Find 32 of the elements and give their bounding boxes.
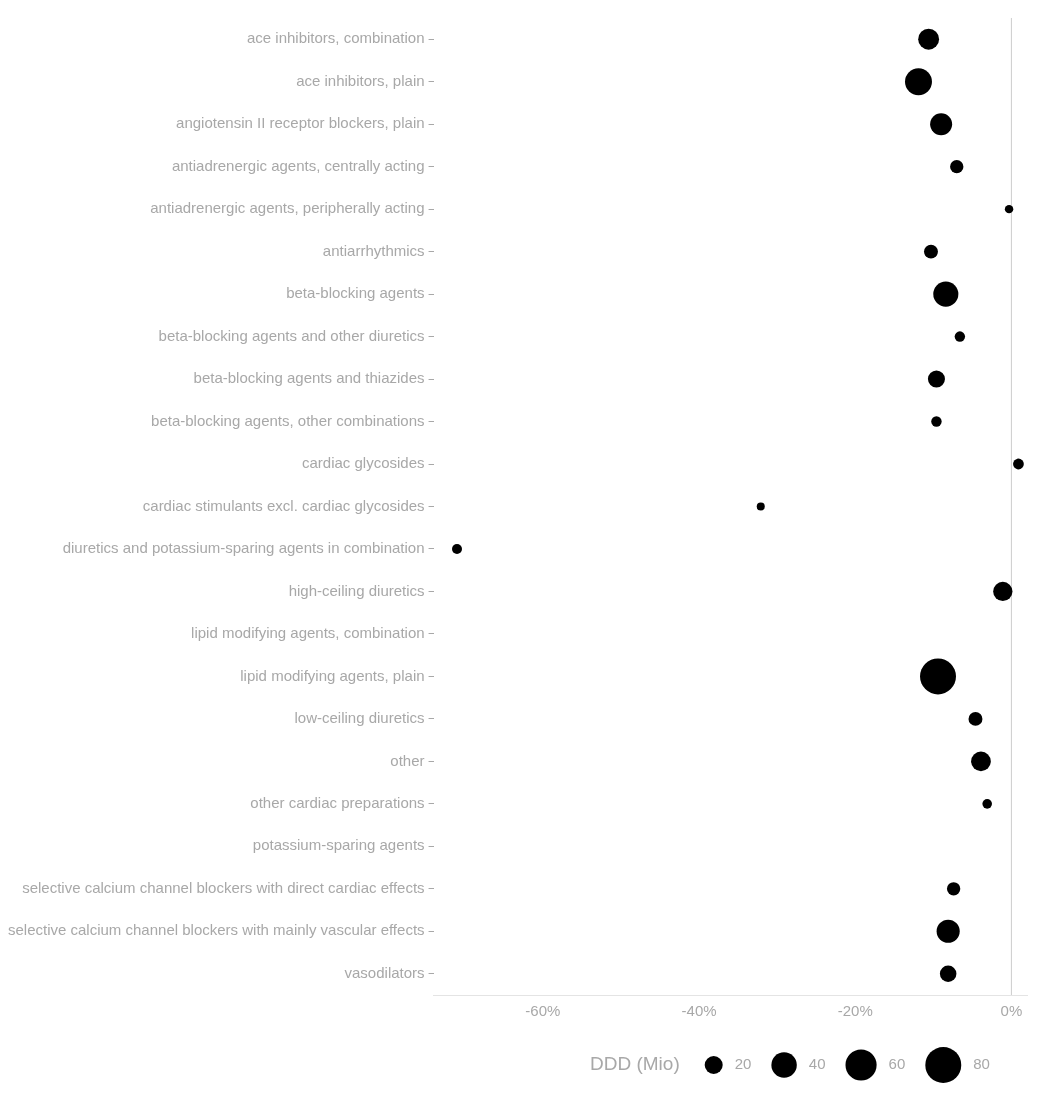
legend-label: 60: [888, 1055, 906, 1073]
x-tick-label: -20%: [837, 1002, 873, 1020]
y-tick-label: cardiac glycosides: [302, 454, 425, 472]
y-tick-label: antiadrenergic agents, peripherally acting: [150, 199, 425, 217]
y-tick-label: antiadrenergic agents, centrally acting: [171, 156, 425, 174]
y-tick-label: beta-blocking agents, other combinations: [151, 411, 425, 429]
y-tick-label: lipid modifying agents, combination: [191, 624, 425, 642]
y-tick-label: low-ceiling diuretics: [294, 709, 425, 727]
y-tick-label: ace inhibitors, plain: [296, 71, 425, 89]
y-tick-label: vasodilators: [344, 963, 425, 981]
y-tick-label: other: [390, 751, 425, 769]
y-tick-label: angiotensin II receptor blockers, plain: [176, 114, 425, 132]
y-tick-label: potassium-sparing agents: [252, 836, 425, 854]
y-tick-label: cardiac stimulants excl. cardiac glycosides: [142, 496, 425, 514]
y-tick-label: antiarrhythmics: [322, 241, 425, 259]
y-tick-label: high-ceiling diuretics: [288, 581, 425, 599]
y-tick-label: ace inhibitors, combination: [246, 29, 425, 47]
y-tick-label: lipid modifying agents, plain: [240, 666, 425, 684]
y-tick-label: beta-blocking agents and thiazides: [193, 369, 425, 387]
y-tick-label: selective calcium channel blockers with direct cardiac effects: [22, 878, 425, 896]
x-tick-label: 0%: [1000, 1002, 1023, 1020]
y-tick-label: beta-blocking agents: [286, 284, 425, 302]
legend-label: 20: [734, 1055, 752, 1073]
y-tick-label: beta-blocking agents and other diuretics: [158, 326, 425, 344]
y-tick-label: other cardiac preparations: [250, 793, 425, 811]
x-tick-label: -60%: [525, 1002, 561, 1020]
legend-label: 40: [808, 1055, 826, 1073]
x-tick-label: -40%: [681, 1002, 717, 1020]
legend-title: DDD (Mio): [590, 1053, 680, 1075]
legend-label: 80: [973, 1055, 990, 1073]
y-tick-label: diuretics and potassium-sparing agents in combination: [62, 539, 425, 557]
y-tick-label: selective calcium channel blockers with mainly vascular effects: [7, 921, 425, 939]
